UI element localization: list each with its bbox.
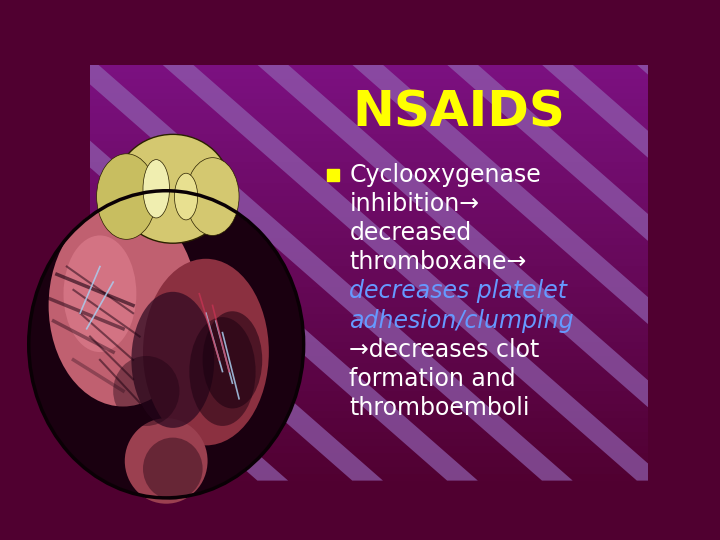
- Polygon shape: [258, 65, 720, 481]
- Bar: [90, 106, 648, 113]
- Bar: [90, 204, 648, 210]
- Polygon shape: [163, 65, 667, 481]
- Ellipse shape: [174, 173, 198, 220]
- Bar: [90, 377, 648, 383]
- Bar: [90, 134, 648, 141]
- Polygon shape: [0, 65, 288, 481]
- Bar: [90, 328, 648, 335]
- Bar: [90, 363, 648, 370]
- Text: decreases platelet: decreases platelet: [349, 279, 567, 303]
- Bar: [90, 335, 648, 342]
- Polygon shape: [0, 65, 383, 481]
- Bar: [90, 148, 648, 155]
- Bar: [90, 190, 648, 197]
- Ellipse shape: [186, 158, 239, 235]
- Bar: [90, 294, 648, 300]
- Ellipse shape: [132, 292, 215, 428]
- Bar: [90, 460, 648, 467]
- Bar: [90, 404, 648, 411]
- Bar: [90, 467, 648, 474]
- Bar: [90, 99, 648, 106]
- Bar: [90, 155, 648, 162]
- Bar: [90, 65, 648, 72]
- Text: →decreases clot: →decreases clot: [349, 338, 540, 362]
- Polygon shape: [0, 65, 478, 481]
- Ellipse shape: [63, 235, 136, 352]
- Ellipse shape: [48, 204, 197, 407]
- Ellipse shape: [143, 259, 269, 445]
- Bar: [90, 92, 648, 99]
- Bar: [90, 217, 648, 224]
- Bar: [90, 266, 648, 273]
- Ellipse shape: [96, 154, 156, 239]
- Bar: [90, 231, 648, 238]
- Bar: [90, 162, 648, 168]
- Bar: [90, 238, 648, 245]
- Bar: [90, 280, 648, 287]
- Bar: [90, 141, 648, 148]
- Polygon shape: [637, 65, 720, 481]
- Polygon shape: [68, 65, 572, 481]
- Bar: [90, 321, 648, 328]
- Ellipse shape: [113, 356, 179, 426]
- Bar: [90, 113, 648, 120]
- Text: thromboemboli: thromboemboli: [349, 396, 530, 420]
- Bar: [90, 356, 648, 363]
- Bar: [90, 397, 648, 404]
- Ellipse shape: [143, 160, 169, 218]
- Text: thromboxane→: thromboxane→: [349, 251, 527, 274]
- Ellipse shape: [125, 418, 207, 504]
- Bar: [90, 273, 648, 280]
- Bar: [90, 474, 648, 481]
- Ellipse shape: [189, 317, 256, 426]
- Bar: [90, 411, 648, 418]
- Text: decreased: decreased: [349, 221, 472, 245]
- Polygon shape: [542, 65, 720, 481]
- Bar: [90, 383, 648, 390]
- Ellipse shape: [115, 134, 231, 243]
- Ellipse shape: [202, 311, 262, 408]
- Bar: [90, 176, 648, 183]
- Bar: [90, 349, 648, 356]
- Polygon shape: [352, 65, 720, 481]
- Bar: [90, 127, 648, 134]
- Polygon shape: [447, 65, 720, 481]
- Bar: [90, 446, 648, 453]
- Bar: [90, 370, 648, 377]
- Bar: [90, 197, 648, 204]
- Bar: [90, 224, 648, 231]
- Text: Cyclooxygenase: Cyclooxygenase: [349, 163, 541, 187]
- Bar: [90, 439, 648, 446]
- Bar: [90, 259, 648, 266]
- Bar: [90, 72, 648, 79]
- Bar: [90, 432, 648, 439]
- Bar: [90, 307, 648, 314]
- Text: inhibition→: inhibition→: [349, 192, 480, 216]
- Bar: [90, 314, 648, 321]
- Bar: [90, 183, 648, 190]
- Bar: [90, 300, 648, 307]
- Ellipse shape: [143, 437, 202, 500]
- Bar: [90, 120, 648, 127]
- Text: formation and: formation and: [349, 367, 516, 391]
- Bar: [90, 425, 648, 432]
- Bar: [90, 453, 648, 460]
- Text: adhesion/clumping: adhesion/clumping: [349, 308, 574, 333]
- Bar: [90, 418, 648, 425]
- Bar: [90, 211, 648, 217]
- Text: NSAIDS: NSAIDS: [352, 89, 565, 137]
- Bar: [90, 85, 648, 92]
- Bar: [90, 390, 648, 397]
- Bar: [90, 79, 648, 85]
- Ellipse shape: [30, 193, 302, 496]
- Bar: [90, 287, 648, 294]
- Bar: [90, 168, 648, 176]
- Bar: [90, 342, 648, 349]
- Bar: [90, 252, 648, 259]
- Bar: [90, 245, 648, 252]
